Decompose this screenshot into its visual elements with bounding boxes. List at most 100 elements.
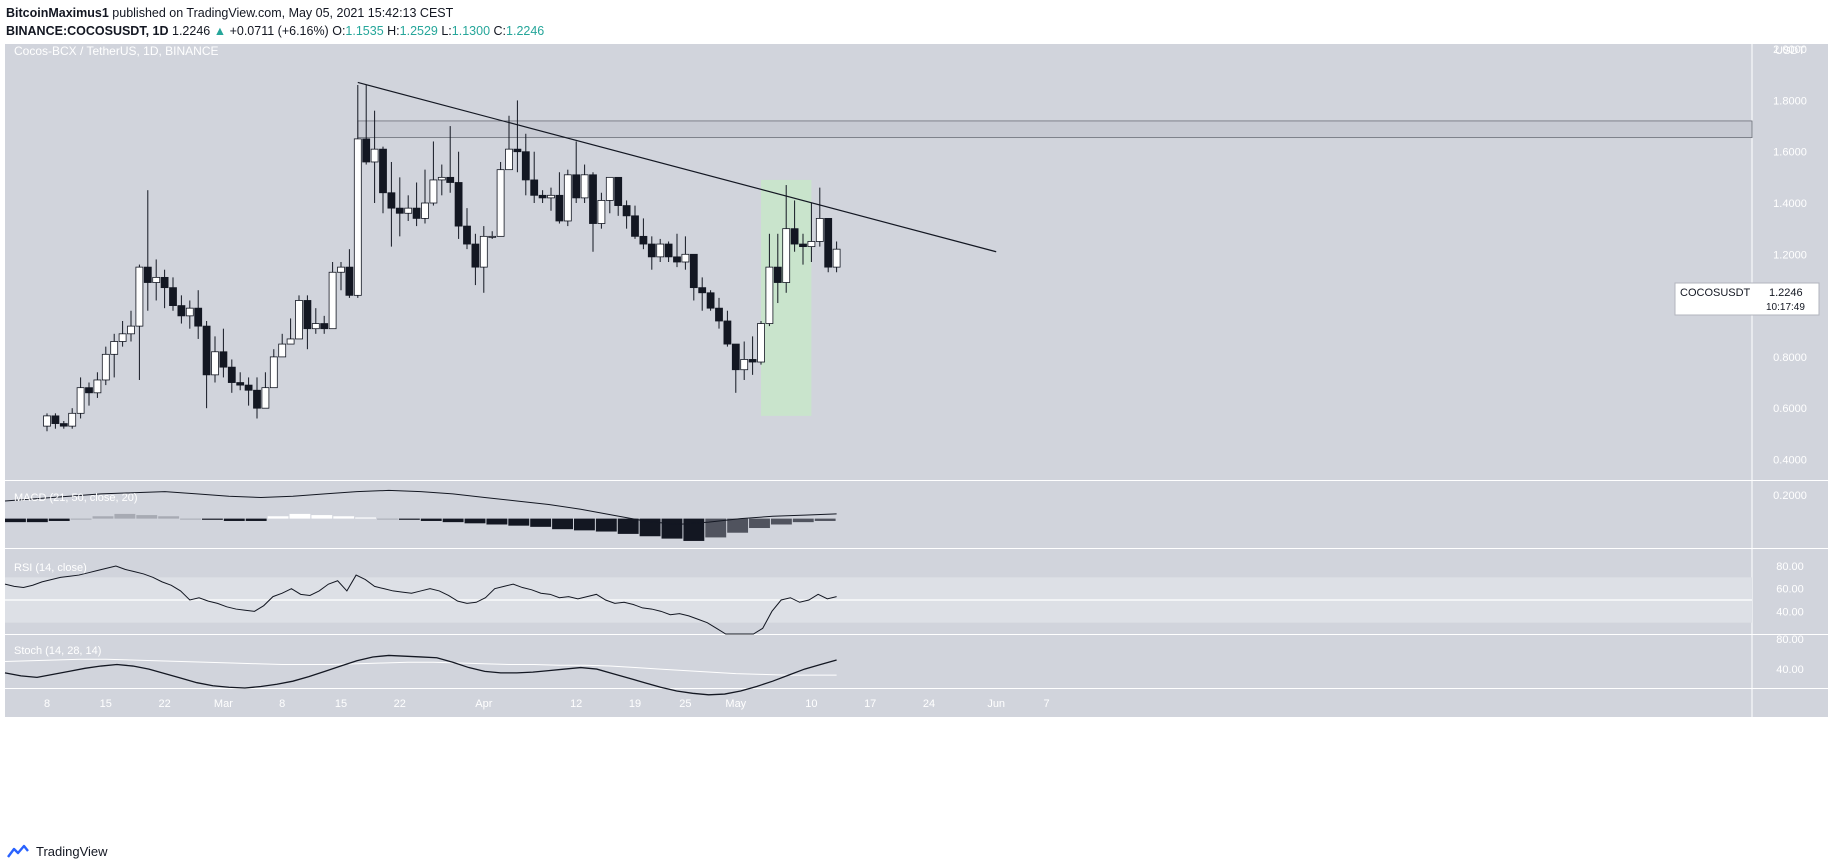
candle-down [219, 351, 228, 368]
x-tick-label: 25 [679, 698, 691, 710]
macd-hist-bar [814, 518, 836, 521]
x-tick-label: 7 [1044, 698, 1050, 710]
footer-brand[interactable]: TradingView [36, 843, 108, 859]
candle-down [555, 194, 564, 222]
candle-up [118, 333, 127, 342]
macd-hist-bar [355, 517, 377, 519]
candle-down [59, 423, 68, 427]
rsi-tick-label: 40.00 [1776, 606, 1804, 618]
last-price: 1.2246 [172, 24, 211, 38]
candle-up [807, 241, 816, 248]
macd-hist-bar [530, 518, 552, 527]
macd-hist-bar [289, 513, 311, 519]
candle-down [530, 179, 539, 196]
x-tick-label: 22 [394, 698, 406, 710]
x-tick-label: 12 [570, 698, 582, 710]
tradingview-logo-icon[interactable] [6, 843, 30, 859]
candle-up [505, 148, 513, 171]
x-tick-label: 22 [158, 698, 170, 710]
symbol-line: BINANCE:COCOSUSDT, 1D [6, 24, 169, 38]
candle-up [832, 248, 841, 268]
rsi-tick-label: 80.00 [1776, 561, 1804, 573]
candle-down [572, 174, 581, 199]
candle-down [227, 366, 236, 383]
open-label: O: [332, 24, 346, 38]
candle-up [127, 325, 135, 335]
candle-up [211, 351, 219, 376]
macd-pane-bg [5, 481, 1752, 548]
candle-down [614, 176, 623, 206]
macd-hist-bar [92, 516, 114, 519]
close-value: 1.2246 [506, 24, 545, 38]
candle-down [362, 138, 371, 163]
x-tick-label: 8 [279, 698, 285, 710]
candle-down [236, 382, 245, 386]
y-tick-label: 0.6000 [1773, 403, 1807, 415]
candle-up [152, 276, 161, 283]
macd-line [4, 489, 837, 525]
stoch-label: Stoch (14, 28, 14) [14, 645, 101, 657]
change-arrow-icon: ▲ [213, 24, 227, 38]
candle-down [513, 148, 522, 153]
candle-down [169, 287, 177, 307]
macd-hist-bar [639, 518, 661, 537]
candle-down [731, 343, 740, 371]
ohlc-line: BINANCE:COCOSUSDT, 1D 1.2246 ▲ +0.0711 (… [6, 22, 544, 40]
x-tick-label: Jun [987, 698, 1005, 710]
candle-up [479, 235, 488, 268]
candle-up [563, 174, 572, 222]
candle-down [790, 228, 799, 245]
price-tag-countdown: 10:17:49 [1766, 302, 1805, 313]
macd-hist-bar [464, 518, 486, 524]
macd-tick-label: 0.2000 [1773, 490, 1807, 502]
open-value: 1.1535 [345, 24, 384, 38]
main-pane-bg [5, 44, 1752, 480]
candle-down [51, 415, 60, 424]
candle-up [404, 207, 413, 214]
stoch-pane-bg [5, 635, 1752, 688]
macd-hist-bar [792, 518, 814, 523]
candle-down [631, 215, 639, 237]
candle-up [269, 356, 278, 389]
high-label: H: [387, 24, 400, 38]
pane-title: Cocos-BCX / TetherUS, 1D, BINANCE [14, 44, 219, 58]
candle-up [43, 415, 51, 427]
macd-hist-bar [661, 518, 683, 539]
author-name[interactable]: BitcoinMaximus1 [6, 6, 109, 20]
candle-down [471, 243, 480, 268]
candle-up [311, 323, 320, 330]
candle-up [286, 338, 295, 345]
footer: TradingView [6, 840, 108, 862]
candle-up [605, 176, 614, 201]
candle-up [656, 243, 665, 258]
candle-down [303, 300, 312, 330]
y-tick-label: 0.4000 [1773, 454, 1807, 466]
candle-up [185, 307, 194, 317]
candle-down [824, 217, 833, 268]
macd-hist-bar [573, 518, 595, 531]
candle-down [773, 266, 782, 283]
candle-down [622, 205, 631, 217]
candle-down [454, 182, 463, 227]
macd-hist-bar [552, 518, 573, 530]
candle-up [295, 300, 303, 340]
descending-trendline [357, 81, 997, 253]
candle-up [328, 271, 337, 330]
candle-down [723, 320, 732, 345]
candle-up [93, 379, 102, 394]
time-axis-bg [5, 689, 1752, 717]
macd-hist-bar [201, 518, 223, 520]
candle-down [673, 256, 681, 263]
candle-up [261, 387, 270, 409]
chart-area[interactable]: 0.40000.60000.80001.00001.20001.40001.60… [0, 44, 1828, 841]
currency-label: USDT [1775, 45, 1805, 57]
macd-hist-bar [377, 518, 398, 520]
x-tick-label: 15 [100, 698, 112, 710]
candle-up [740, 359, 749, 371]
y-tick-label: 1.2000 [1773, 249, 1807, 261]
macd-hist-bar [617, 518, 639, 534]
macd-hist-bar [770, 518, 792, 525]
candle-up [496, 169, 505, 237]
chart-svg[interactable]: 0.40000.60000.80001.00001.20001.40001.60… [0, 44, 1828, 841]
candle-up [421, 202, 429, 219]
